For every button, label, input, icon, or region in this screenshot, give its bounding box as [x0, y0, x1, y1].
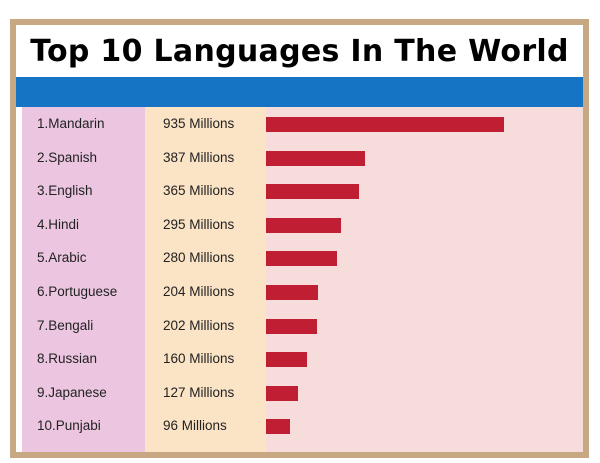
name-column [22, 107, 145, 452]
chart-row: 9.Japanese 127 Millions [16, 376, 583, 410]
value-label: 202 Millions [163, 317, 235, 333]
value-label: 127 Millions [163, 384, 235, 400]
value-label: 160 Millions [163, 351, 235, 367]
bar [266, 217, 341, 233]
category-label: 7.Bengali [37, 317, 94, 333]
bar [266, 352, 307, 368]
chart-rows: 1.Mandarin 935 Millions 2.Spanish 387 Milli… [16, 107, 583, 452]
chart-row: 4.Hindi 295 Millions [16, 208, 583, 242]
chart-row: 2.Spanish 387 Millions [16, 141, 583, 175]
value-label: 935 Millions [163, 116, 235, 131]
chart-frame: Top 10 Languages In The World 1.Mandarin… [10, 19, 589, 458]
category-label: 1.Mandarin [37, 116, 105, 131]
value-column [145, 107, 266, 452]
bar [266, 117, 504, 132]
chart-row: 10.Punjabi 96 Millions [16, 409, 583, 443]
bar [266, 318, 317, 334]
category-label: 4.Hindi [37, 216, 80, 232]
bar [266, 150, 365, 166]
header-band [16, 77, 583, 107]
category-label: 5.Arabic [37, 250, 87, 266]
category-label: 3.English [37, 183, 93, 199]
value-label: 280 Millions [163, 250, 235, 266]
value-label: 387 Millions [163, 149, 235, 165]
bar [266, 285, 318, 300]
value-label: 204 Millions [163, 284, 235, 299]
chart-row: 6.Portuguese 204 Millions [16, 275, 583, 309]
chart-row: 3.English 365 Millions [16, 174, 583, 208]
chart-row: 1.Mandarin 935 Millions [16, 107, 583, 141]
chart-row: 8.Russian 160 Millions [16, 342, 583, 376]
chart-title: Top 10 Languages In The World [30, 33, 569, 69]
value-label: 295 Millions [163, 216, 235, 232]
category-label: 8.Russian [37, 351, 98, 367]
value-label: 365 Millions [163, 183, 235, 199]
chart-row: 7.Bengali 202 Millions [16, 309, 583, 343]
value-label: 96 Millions [163, 418, 227, 434]
bar [266, 419, 290, 435]
bar [266, 251, 337, 267]
bar [266, 385, 298, 401]
category-label: 2.Spanish [37, 149, 98, 165]
category-label: 10.Punjabi [37, 418, 101, 434]
chart-row: 5.Arabic 280 Millions [16, 241, 583, 275]
category-label: 6.Portuguese [37, 284, 118, 299]
category-label: 9.Japanese [37, 384, 107, 400]
chart-panel: Top 10 Languages In The World 1.Mandarin… [16, 25, 583, 452]
bar [266, 184, 359, 200]
